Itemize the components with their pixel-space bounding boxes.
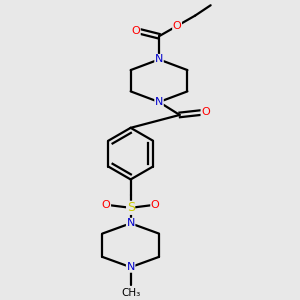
Text: O: O	[102, 200, 110, 210]
Text: N: N	[127, 218, 135, 228]
Text: O: O	[131, 26, 140, 36]
Text: O: O	[173, 21, 182, 31]
Text: S: S	[127, 201, 135, 214]
Text: CH₃: CH₃	[121, 288, 140, 298]
Text: N: N	[155, 54, 163, 64]
Text: N: N	[155, 97, 163, 107]
Text: O: O	[201, 107, 210, 117]
Text: N: N	[127, 262, 135, 272]
Text: O: O	[151, 200, 160, 210]
